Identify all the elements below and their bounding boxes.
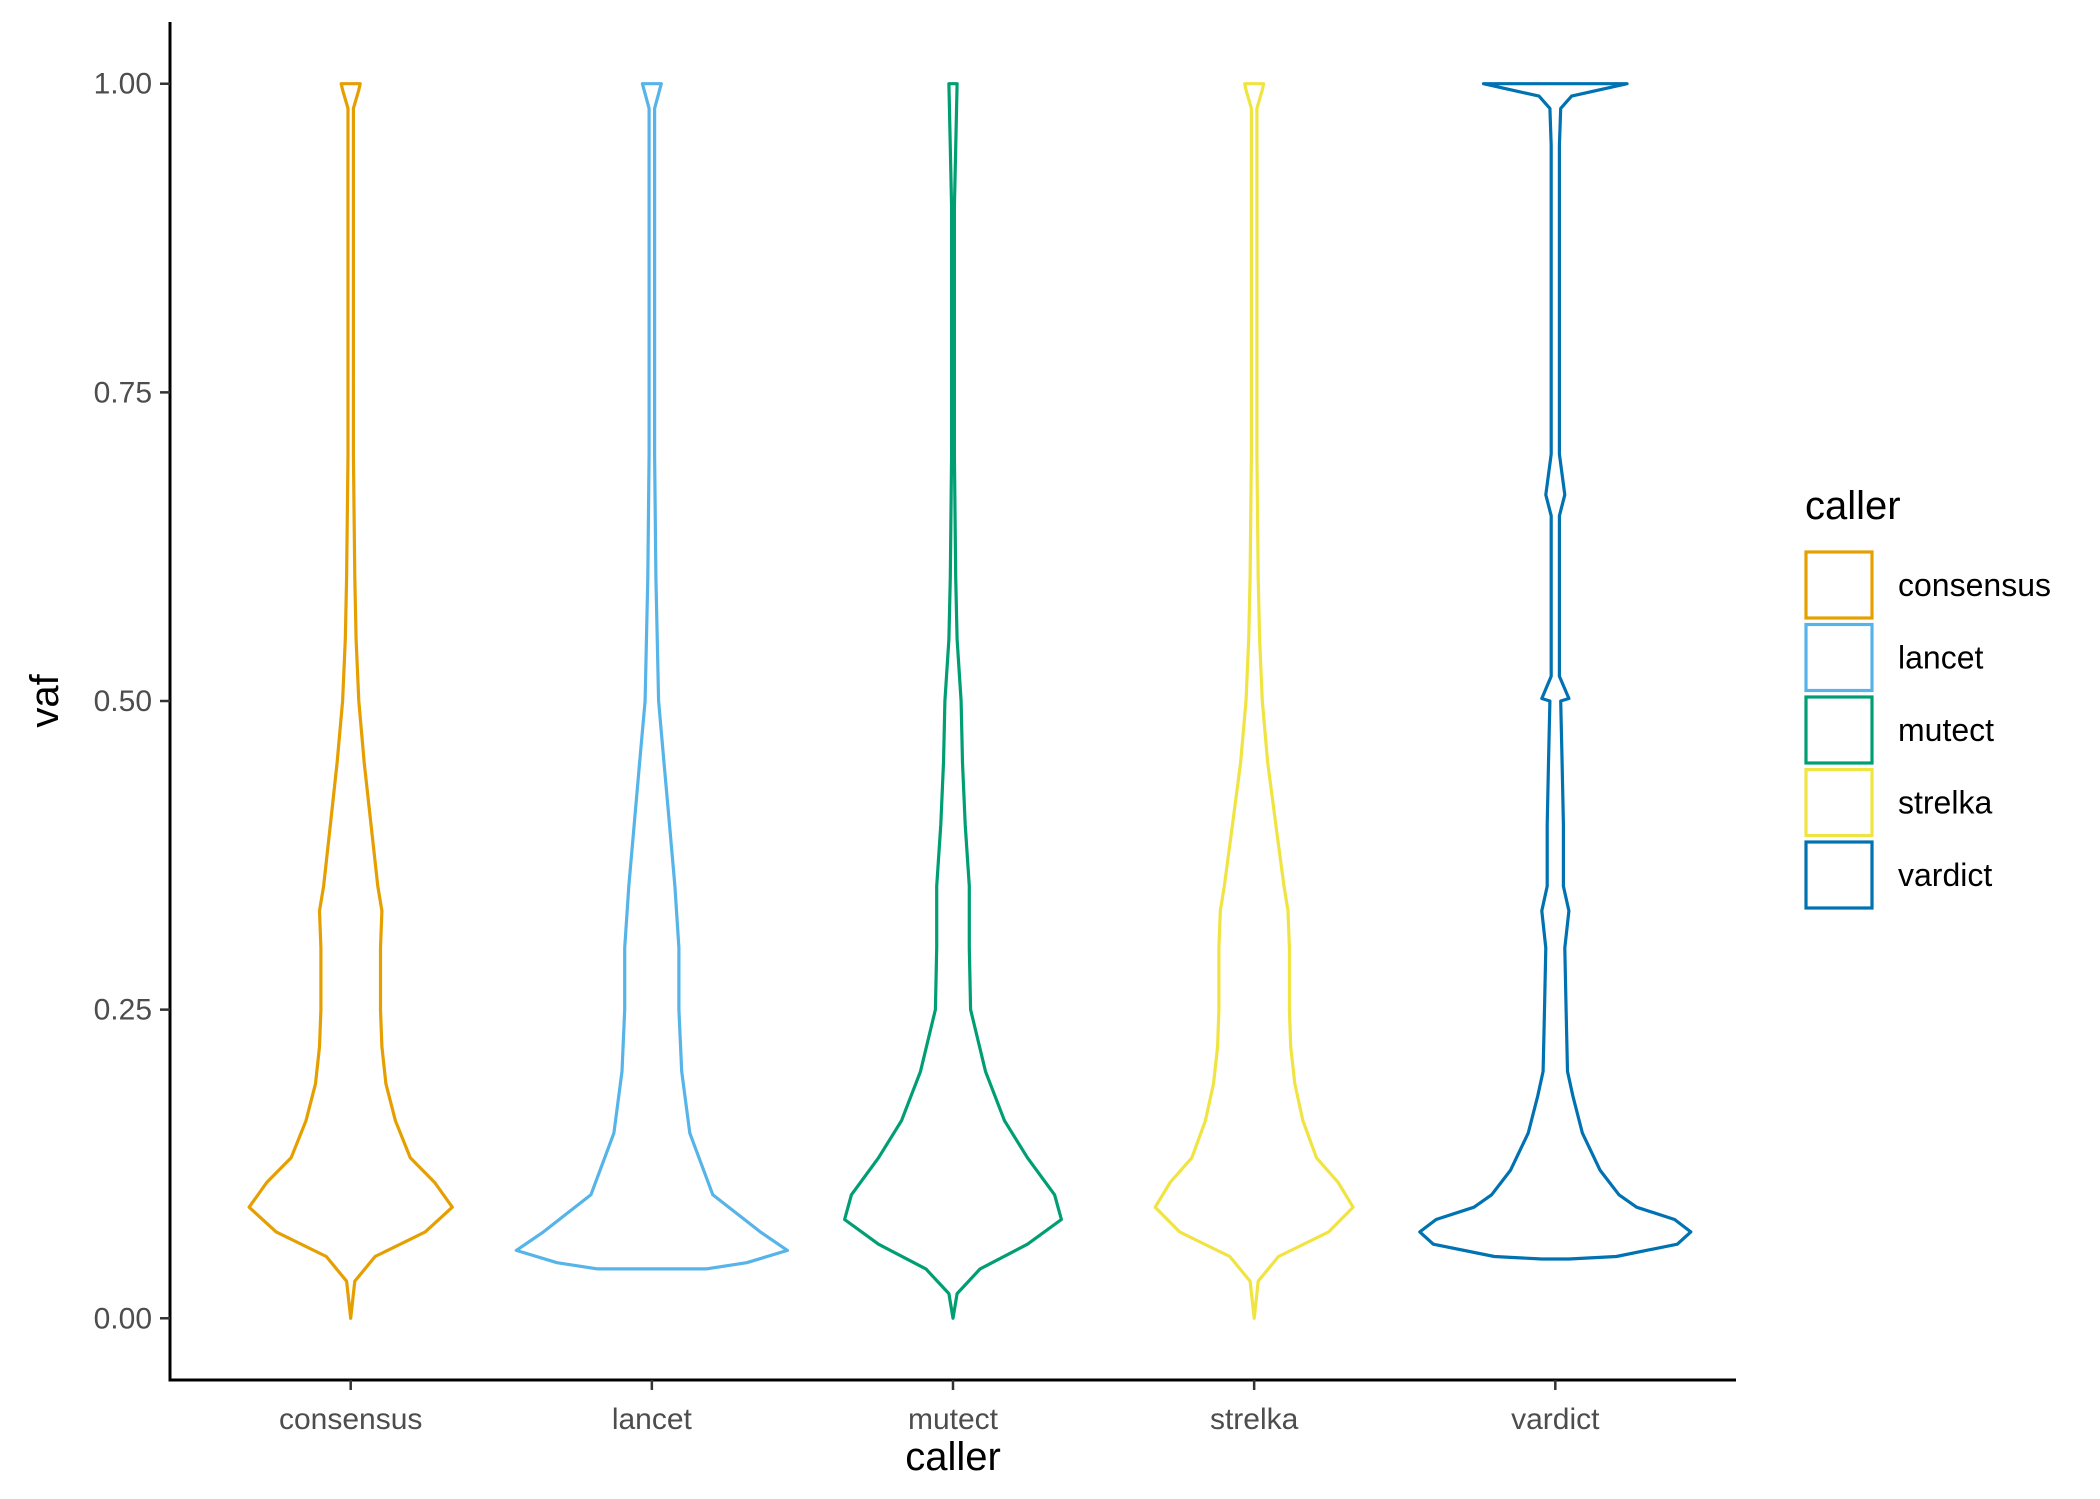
y-axis-title: vaf (23, 673, 67, 727)
y-tick-label: 0.50 (94, 685, 152, 718)
legend-label-strelka: strelka (1898, 785, 1992, 821)
legend-key-mutect (1804, 695, 1874, 765)
y-ticks: 0.00 0.25 0.50 0.75 1.00 (94, 68, 170, 1335)
legend-key-lancet (1804, 622, 1874, 693)
y-tick-label: 0.00 (94, 1302, 152, 1335)
y-tick-label: 0.75 (94, 376, 152, 409)
legend-label-lancet: lancet (1898, 640, 1984, 676)
plot-marks (247, 82, 1693, 1320)
legend-title: caller (1805, 484, 1901, 528)
violin-mutect (843, 82, 1063, 1320)
legend-key-consensus (1804, 550, 1874, 620)
y-tick-label: 1.00 (94, 68, 152, 101)
legend-key-strelka (1804, 767, 1874, 838)
violin-consensus (247, 82, 454, 1320)
legend-label-consensus: consensus (1898, 567, 2051, 603)
legend-label-vardict: vardict (1898, 857, 1992, 893)
legend-key-vardict (1804, 840, 1874, 910)
legend: caller consensus lancet mutect strelka vardi… (1804, 484, 2051, 910)
x-tick-label: lancet (612, 1403, 693, 1436)
legend-entries: consensus lancet mutect strelka vardict (1804, 550, 2051, 910)
violin-vardict (1418, 82, 1693, 1261)
x-tick-label: mutect (908, 1403, 999, 1436)
x-ticks: consensus lancet mutect strelka vardict (279, 1380, 1600, 1436)
violin-lancet (514, 82, 789, 1271)
violin-strelka (1153, 82, 1355, 1320)
y-tick-label: 0.25 (94, 994, 152, 1027)
x-tick-label: consensus (279, 1403, 422, 1436)
x-tick-label: strelka (1210, 1403, 1299, 1436)
axes: 0.00 0.25 0.50 0.75 1.00 consensus lancet mute… (94, 22, 1736, 1436)
legend-label-mutect: mutect (1898, 712, 1994, 748)
x-axis-title: caller (905, 1435, 1001, 1479)
x-tick-label: vardict (1511, 1403, 1600, 1436)
